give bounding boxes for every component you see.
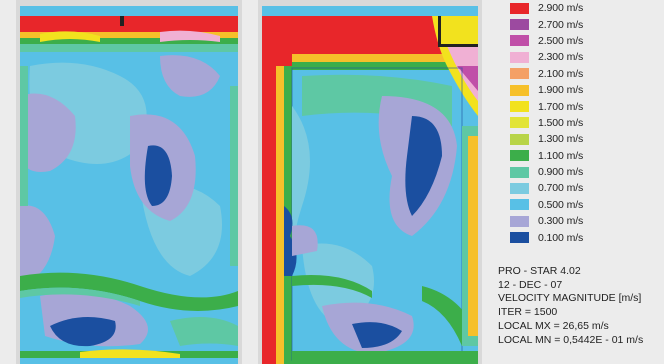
legend-label: 2.700 m/s	[538, 18, 584, 31]
simulation-date: 12 - DEC - 07	[498, 278, 563, 291]
legend-label: 2.900 m/s	[538, 2, 584, 15]
legend-item: 1.700 m/s	[510, 98, 660, 114]
legend-swatch	[510, 68, 529, 80]
legend-swatch	[510, 199, 529, 211]
legend-item: 2.700 m/s	[510, 16, 660, 32]
software-version: PRO - STAR 4.02	[498, 265, 581, 277]
legend-item: 1.300 m/s	[510, 131, 660, 147]
legend-item: 1.100 m/s	[510, 148, 660, 164]
legend-label: 2.100 m/s	[538, 67, 584, 80]
legend-item: 1.900 m/s	[510, 82, 660, 98]
legend-item: 2.100 m/s	[510, 66, 660, 82]
legend-label: 1.700 m/s	[538, 100, 584, 113]
legend-item: 2.500 m/s	[510, 33, 660, 49]
quantity-label: VELOCITY MAGNITUDE [m/s]	[498, 292, 642, 305]
legend-label: 0.700 m/s	[538, 182, 584, 195]
legend-swatch	[510, 150, 529, 162]
legend-item: 0.700 m/s	[510, 180, 660, 196]
legend-label: 2.500 m/s	[538, 34, 584, 47]
legend-label: 0.100 m/s	[538, 231, 584, 244]
right-velocity-contour-panel	[258, 0, 482, 364]
legend-item: 0.300 m/s	[510, 213, 660, 229]
legend-label: 0.300 m/s	[538, 215, 584, 228]
legend-swatch	[510, 19, 529, 31]
local-max: LOCAL MX = 26,65 m/s	[498, 319, 609, 332]
legend-label: 1.500 m/s	[538, 116, 584, 129]
legend-swatch	[510, 117, 529, 129]
legend-swatch	[510, 133, 529, 145]
legend-item: 2.900 m/s	[510, 0, 660, 16]
legend-item: 0.500 m/s	[510, 197, 660, 213]
legend-swatch	[510, 84, 529, 96]
legend-item: 0.100 m/s	[510, 229, 660, 245]
legend-label: 1.300 m/s	[538, 133, 584, 146]
simulation-info: PRO - STAR 4.02 12 - DEC - 07 VELOCITY M…	[498, 265, 664, 347]
legend-item: 2.300 m/s	[510, 49, 660, 65]
legend-label: 0.500 m/s	[538, 198, 584, 211]
legend-label: 1.900 m/s	[538, 84, 584, 97]
legend-swatch	[510, 2, 529, 14]
velocity-color-legend: 2.900 m/s 2.700 m/s 2.500 m/s 2.300 m/s 2.10…	[510, 0, 660, 246]
left-velocity-contour-image	[20, 6, 238, 364]
legend-swatch	[510, 35, 529, 47]
legend-item: 0.900 m/s	[510, 164, 660, 180]
local-min: LOCAL MN = 0,5442E - 01 m/s	[498, 333, 644, 346]
legend-swatch	[510, 166, 529, 178]
left-velocity-contour-panel	[16, 0, 242, 364]
legend-label: 2.300 m/s	[538, 51, 584, 64]
right-velocity-contour-image	[262, 6, 478, 364]
legend-swatch	[510, 215, 529, 227]
legend-item: 1.500 m/s	[510, 115, 660, 131]
legend-label: 0.900 m/s	[538, 166, 584, 179]
legend-label: 1.100 m/s	[538, 149, 584, 162]
legend-swatch	[510, 101, 529, 113]
legend-swatch	[510, 182, 529, 194]
iteration-count: ITER = 1500	[498, 306, 558, 319]
legend-swatch	[510, 232, 529, 244]
legend-swatch	[510, 51, 529, 63]
